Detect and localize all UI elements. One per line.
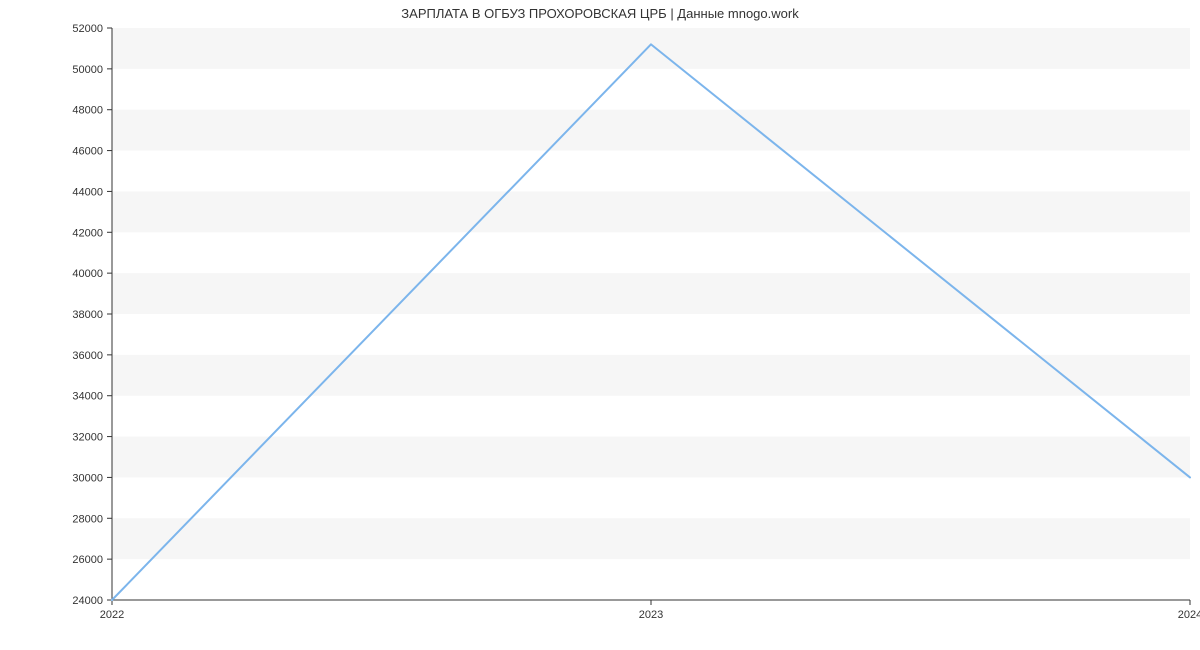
x-tick-label: 2022 (100, 609, 124, 621)
y-tick-label: 48000 (72, 105, 103, 117)
y-tick-label: 42000 (72, 227, 103, 239)
grid-band (112, 191, 1190, 232)
y-tick-label: 28000 (72, 513, 103, 525)
y-tick-label: 46000 (72, 146, 103, 158)
x-tick-label: 2023 (639, 609, 663, 621)
x-tick-label: 2024 (1178, 609, 1200, 621)
y-tick-label: 34000 (72, 391, 103, 403)
line-chart: 24000 26000 28000 30000 32000 34000 36000 38000… (0, 0, 1200, 650)
y-tick-label: 38000 (72, 309, 103, 321)
y-tick-label: 32000 (72, 432, 103, 444)
y-tick-label: 50000 (72, 64, 103, 76)
y-tick-label: 30000 (72, 472, 103, 484)
grid-band (112, 355, 1190, 396)
chart-container: ЗАРПЛАТА В ОГБУЗ ПРОХОРОВСКАЯ ЦРБ | Данн… (0, 0, 1200, 650)
grid-band (112, 437, 1190, 478)
grid-band (112, 110, 1190, 151)
y-tick-label: 44000 (72, 186, 103, 198)
y-tick-label: 40000 (72, 268, 103, 280)
grid-band (112, 518, 1190, 559)
grid-band (112, 273, 1190, 314)
y-tick-label: 36000 (72, 350, 103, 362)
y-tick-label: 52000 (72, 23, 103, 35)
y-tick-label: 24000 (72, 595, 103, 607)
grid-band (112, 28, 1190, 69)
y-tick-label: 26000 (72, 554, 103, 566)
